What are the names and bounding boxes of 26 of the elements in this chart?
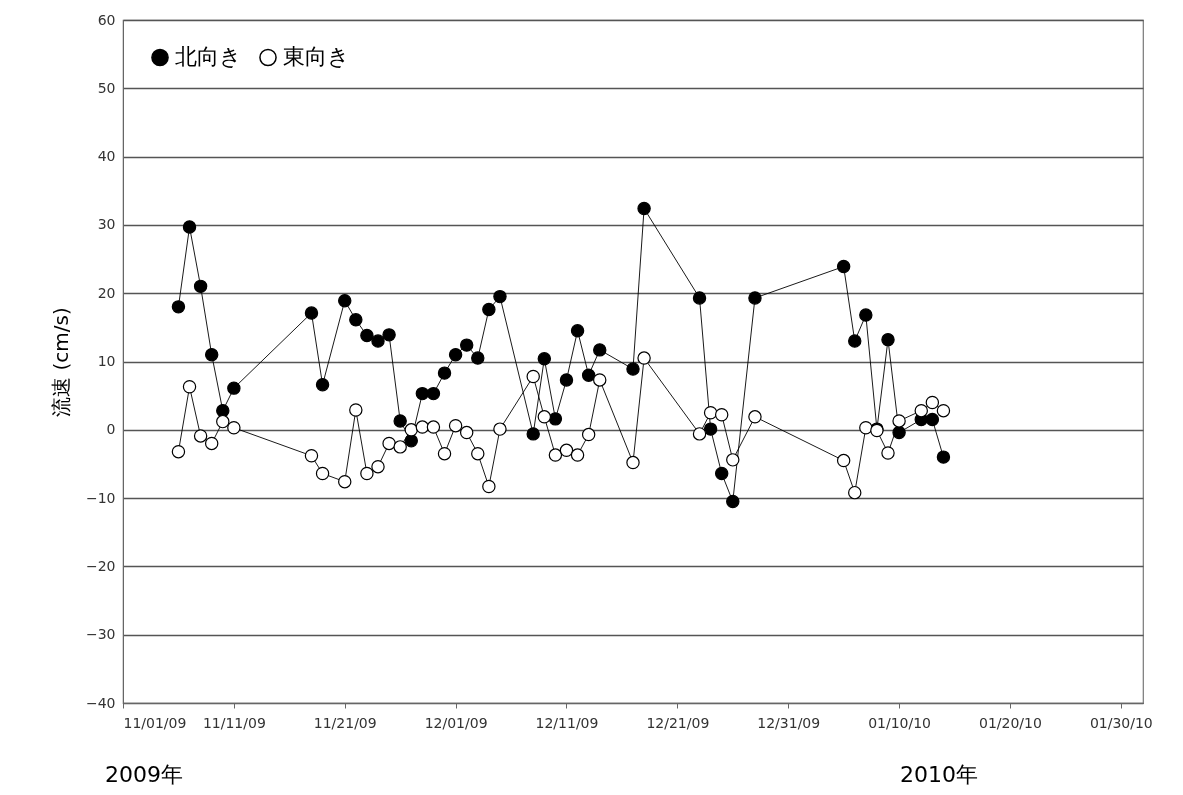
y-tick-label: −10 <box>85 489 116 506</box>
x-tick-label: 12/21/09 <box>646 714 710 731</box>
x-tick-label: 01/20/10 <box>979 714 1042 731</box>
text: 2009年 <box>105 761 183 789</box>
x-tick-label: 11/21/09 <box>313 714 377 731</box>
y-tick-label: 0 <box>106 421 116 438</box>
x-tick-label: 12/01/09 <box>424 714 488 731</box>
legend-label: 北向き <box>175 44 242 70</box>
y-tick-label: 30 <box>97 216 116 233</box>
text: 2010年 <box>900 761 978 789</box>
x-tick-label: 11/11/09 <box>202 714 266 731</box>
x-tick-label: 01/30/10 <box>1089 714 1153 731</box>
legend-label: 東向き <box>283 44 350 70</box>
y-tick-label: 60 <box>97 11 116 28</box>
x-tick-label: 11/01/09 <box>123 714 187 731</box>
y-tick-label: −20 <box>85 557 116 574</box>
y-tick-label: −40 <box>85 694 116 711</box>
x-tick-label: 12/11/09 <box>535 714 599 731</box>
y-tick-label: 20 <box>97 284 116 301</box>
x-tick-label: 12/31/09 <box>757 714 821 731</box>
y-tick-label: 40 <box>97 148 116 165</box>
y-tick-label: 10 <box>97 353 116 369</box>
y-tick-label: −30 <box>85 626 116 643</box>
y-tick-label: 50 <box>97 79 116 96</box>
x-tick-label: 01/10/10 <box>868 714 932 731</box>
y-axis-title: 流速 (cm/s) <box>48 307 73 417</box>
